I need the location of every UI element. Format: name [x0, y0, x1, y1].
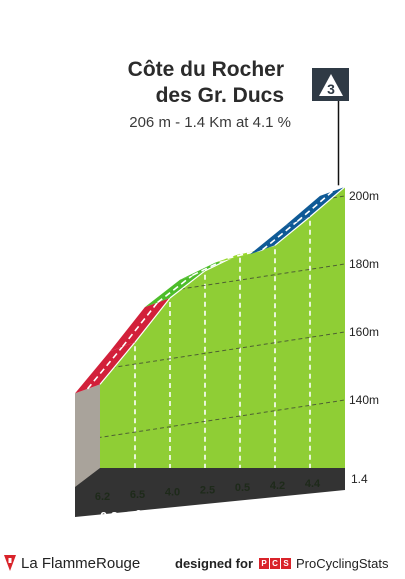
- pcs-logo: P C S: [259, 558, 292, 569]
- road-edge: [99, 341, 136, 385]
- category-marker: 3: [312, 68, 349, 186]
- road-edge: [169, 270, 206, 299]
- brand: La FlammeRouge: [3, 554, 140, 572]
- brand-name: La FlammeRouge: [21, 554, 141, 572]
- grid-line: [100, 399, 345, 443]
- mountain-icon: [319, 74, 343, 96]
- chart-labels: 140m 160m 180m 200m 6.2 0.2 6.5 0.4 4.0 0.6 2.5 0.8…: [95, 189, 379, 524]
- pcs-badge-s: S: [281, 558, 292, 569]
- gradient-label: 4.2: [270, 480, 285, 492]
- pcs-name: ProCyclingStats: [296, 556, 389, 571]
- km-label: 0.6: [170, 505, 188, 520]
- gradient-label: 6.2: [95, 491, 110, 503]
- road-segment: [75, 342, 135, 394]
- gradient-label: 2.5: [200, 484, 215, 496]
- y-tick-label: 200m: [349, 189, 379, 203]
- gradient-label: 4.0: [165, 487, 180, 499]
- credit-label: designed for: [175, 556, 254, 571]
- gradient-label: 0.5: [235, 482, 250, 494]
- grid-line: [100, 263, 345, 307]
- footer: La FlammeRouge designed for P C S ProCyc…: [0, 548, 405, 579]
- grid-line: [100, 331, 345, 375]
- km-label: 1.2: [275, 498, 293, 513]
- climb-profile-chart: 140m 160m 180m 200m 6.2 0.2 6.5 0.4 4.0 0.6 2.5 0.8…: [75, 68, 380, 524]
- gradient-label: 4.4: [305, 478, 321, 490]
- base-band: [75, 468, 345, 517]
- distance-base: [75, 468, 345, 517]
- y-tick-label: 140m: [349, 393, 379, 407]
- flamme-rouge-icon: [4, 555, 16, 571]
- km-label: 1.4: [310, 496, 329, 511]
- km-label: 1.0: [240, 500, 258, 515]
- title-line-1: Côte du Rocher: [127, 58, 284, 81]
- y-tick-label: 160m: [349, 325, 379, 339]
- category-number: 3: [327, 81, 335, 97]
- road-centre-line: [296, 190, 334, 222]
- road-centre-line: [157, 274, 193, 304]
- climb-summary: 206 m - 1.4 Km at 4.1 %: [129, 114, 291, 131]
- y-tick-label: 180m: [349, 257, 379, 271]
- pcs-badge-p: P: [259, 558, 270, 569]
- road-edge: [274, 216, 311, 246]
- km-label: 0.8: [205, 502, 223, 517]
- title-line-2: des Gr. Ducs: [155, 84, 284, 107]
- road-edge: [134, 297, 171, 343]
- km-label: 0.2: [100, 509, 118, 524]
- road-segments: [75, 186, 346, 394]
- road-segment: [110, 298, 170, 352]
- km-label: 0.4: [135, 507, 154, 522]
- profile-fill: [100, 186, 345, 468]
- gradient-label: 6.5: [130, 489, 145, 501]
- pcs-badge-c: C: [270, 558, 281, 569]
- road-centre-line: [261, 220, 299, 251]
- road-centre-line: [86, 346, 124, 390]
- credit: designed for P C S ProCyclingStats: [175, 556, 389, 571]
- road-edge: [309, 186, 346, 218]
- end-distance-label: 1.4: [351, 472, 368, 486]
